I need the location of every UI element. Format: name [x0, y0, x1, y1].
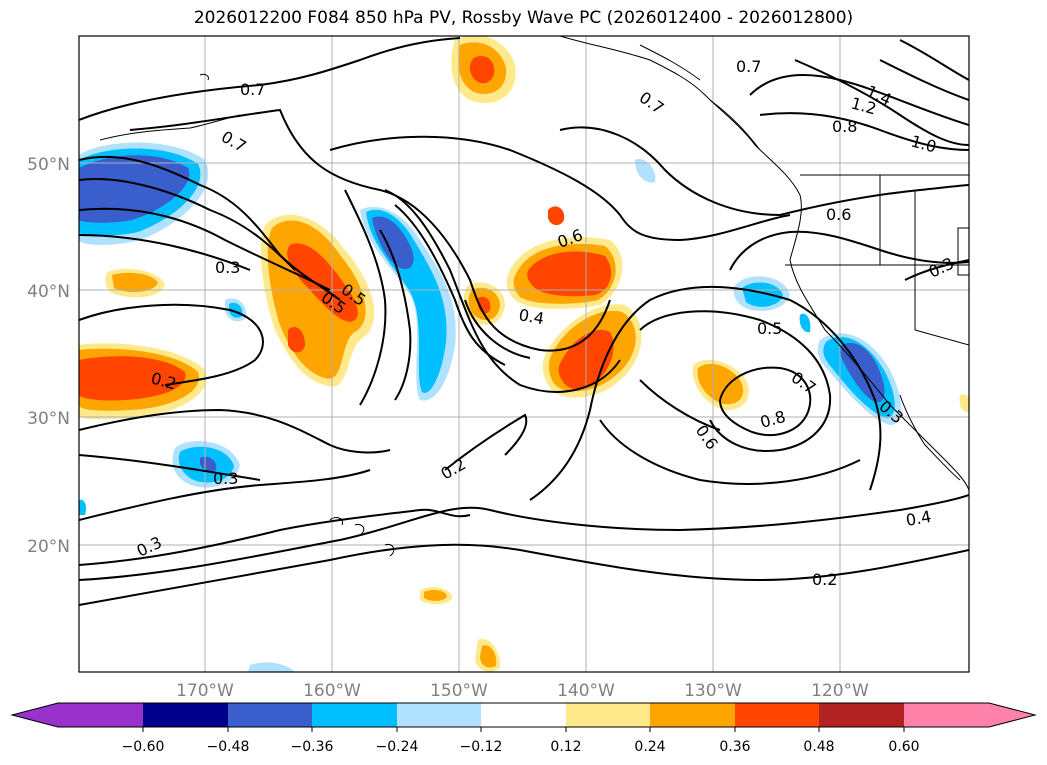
- lat-label: 20°N: [27, 537, 70, 557]
- coastlines: [99, 36, 969, 557]
- anomaly-blob: [372, 216, 414, 269]
- contour-label: 0.3: [215, 258, 240, 277]
- colorbar-bin: [819, 703, 904, 727]
- lon-label: 140°W: [557, 681, 615, 701]
- colorbar-tick-label: 0.12: [550, 739, 581, 755]
- colorbar-bin: [650, 703, 735, 727]
- anomaly-blob: [112, 272, 158, 293]
- colorbar-tick-label: −0.60: [122, 739, 165, 755]
- lon-label: 120°W: [811, 681, 869, 701]
- colorbar-extend-min: [12, 703, 58, 727]
- anomaly-blob: [79, 155, 190, 223]
- anomaly-blob: [480, 645, 497, 668]
- lat-label: 40°N: [27, 282, 70, 302]
- anomaly-blob: [79, 356, 186, 401]
- anomaly-blob: [742, 282, 783, 307]
- colorbar-extend-max: [989, 703, 1035, 727]
- colorbar-bin: [397, 703, 481, 727]
- anomaly-blob: [635, 159, 656, 183]
- anomaly-blob: [548, 206, 565, 226]
- anomaly-blob: [288, 326, 305, 353]
- lon-label: 160°W: [303, 681, 361, 701]
- anomaly-blob: [799, 313, 811, 333]
- colorbar-ticks: [142, 727, 905, 732]
- contour-label: 0.4: [904, 507, 932, 530]
- contour-label: 0.7: [736, 57, 761, 76]
- pv-contours: [79, 37, 969, 606]
- colorbar-bin: [58, 703, 143, 727]
- lon-label: 150°W: [430, 681, 488, 701]
- lon-label: 170°W: [176, 681, 234, 701]
- colorbar-tick-label: 0.24: [634, 739, 665, 755]
- colorbar: −0.60 −0.48 −0.36 −0.24 −0.12 0.12 0.24 …: [10, 702, 1037, 755]
- contour-label: 0.5: [757, 319, 782, 338]
- contour-label: 0.6: [826, 205, 851, 224]
- contour-label: 0.7: [240, 80, 265, 99]
- contour-label: 0.2: [812, 570, 837, 589]
- anomaly-blob: [200, 456, 217, 472]
- colorbar-bin: [143, 703, 228, 727]
- colorbar-bin: [312, 703, 397, 727]
- colorbar-tick-labels: −0.60 −0.48 −0.36 −0.24 −0.12 0.12 0.24 …: [122, 739, 920, 755]
- colorbar-bin: [735, 703, 819, 727]
- longitude-labels: 170°W 160°W 150°W 140°W 130°W 120°W: [176, 681, 869, 701]
- colorbar-tick-label: 0.48: [803, 739, 834, 755]
- colorbar-bin: [481, 703, 566, 727]
- colorbar-tick-label: −0.36: [291, 739, 334, 755]
- anomaly-blob: [424, 589, 447, 601]
- anomaly-blob: [959, 394, 969, 413]
- colorbar-tick-label: −0.12: [460, 739, 503, 755]
- map-frame: [78, 35, 970, 673]
- colorbar-tick-label: 0.60: [888, 739, 919, 755]
- anomaly-blob: [527, 251, 612, 297]
- anomaly-blob: [697, 364, 744, 405]
- anomaly-blob: [79, 499, 87, 515]
- colorbar-tick-label: −0.48: [207, 739, 250, 755]
- anomaly-blob: [248, 662, 295, 672]
- anomaly-blob: [287, 243, 358, 322]
- colorbar-bin: [228, 703, 312, 727]
- colorbar-bin: [904, 703, 989, 727]
- contour-label: 0.3: [213, 469, 238, 488]
- colorbar-bin: [566, 703, 650, 727]
- contour-label: 0.4: [517, 305, 545, 328]
- colorbar-tick-label: 0.36: [719, 739, 750, 755]
- lat-label: 50°N: [27, 155, 70, 175]
- lat-label: 30°N: [27, 409, 70, 429]
- colorbar-tick-label: −0.24: [376, 739, 419, 755]
- contour-label: 0.8: [832, 117, 857, 136]
- lon-label: 130°W: [684, 681, 742, 701]
- anomaly-blob: [469, 55, 495, 84]
- latitude-labels: 50°N 40°N 30°N 20°N: [27, 155, 70, 557]
- anomaly-blob: [366, 209, 447, 393]
- graticule: [79, 36, 969, 672]
- colorbar-outline: [10, 702, 1037, 728]
- positive-anomaly-shading: [79, 36, 969, 672]
- map-title: 2026012200 F084 850 hPa PV, Rossby Wave …: [193, 8, 854, 28]
